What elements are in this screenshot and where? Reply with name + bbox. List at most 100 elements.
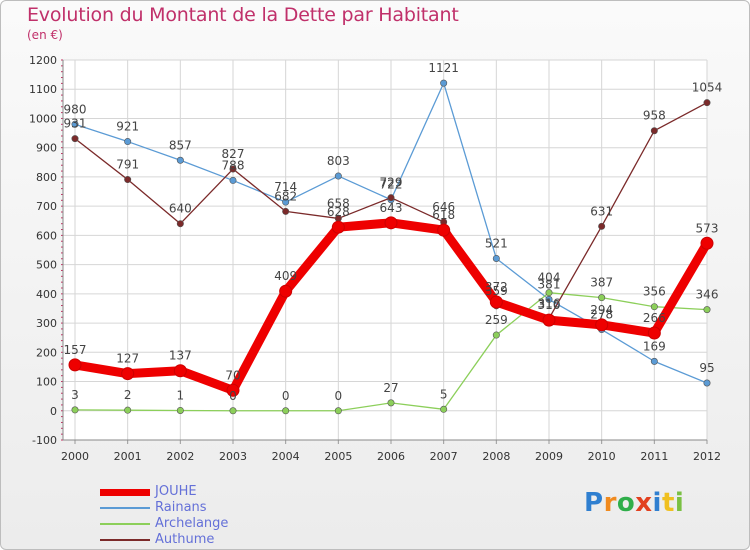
data-point-jouhe	[68, 358, 82, 372]
x-tick-label: 2000	[61, 450, 89, 463]
legend-label: Authume	[155, 532, 215, 547]
data-label-authume: 646	[432, 200, 455, 214]
legend-swatch	[100, 507, 150, 509]
data-label-rainans: 95	[699, 361, 714, 375]
data-label-authume: 631	[590, 204, 613, 218]
data-point-authume	[387, 194, 395, 202]
axes: -100010020030040050060070080090010001100…	[29, 54, 721, 463]
data-label-archelange: 5	[440, 387, 448, 401]
data-label-authume: 791	[116, 158, 139, 172]
data-label-authume: 827	[222, 147, 245, 161]
data-point-jouhe	[384, 216, 398, 230]
y-tick-label: 900	[36, 142, 57, 155]
grid-lines	[63, 59, 708, 441]
logo-letter: i	[652, 488, 662, 518]
data-label-jouhe: 137	[169, 349, 192, 363]
y-tick-label: 500	[36, 259, 57, 272]
data-label-rainans: 1121	[428, 61, 459, 75]
line-chart: -100010020030040050060070080090010001100…	[29, 54, 723, 463]
legend-label: Archelange	[155, 516, 229, 531]
data-point-jouhe	[700, 236, 714, 250]
data-label-rainans: 278	[590, 308, 613, 322]
y-tick-label: 0	[50, 405, 57, 418]
data-label-archelange: 346	[696, 288, 719, 302]
data-label-authume: 316	[538, 296, 561, 310]
data-point-authume	[703, 99, 711, 107]
data-label-rainans: 788	[222, 158, 245, 172]
data-label-jouhe: 573	[696, 221, 719, 235]
data-point-rainans	[703, 379, 711, 387]
series-lines	[68, 79, 714, 415]
data-point-jouhe	[542, 313, 556, 327]
y-tick-label: 1000	[29, 112, 57, 125]
x-tick-label: 2004	[272, 450, 300, 463]
data-label-archelange: 356	[643, 285, 666, 299]
data-point-archelange	[282, 407, 290, 415]
data-point-jouhe	[331, 220, 345, 234]
data-label-rainans: 169	[643, 339, 666, 353]
logo-letter: i	[674, 488, 685, 518]
data-label-authume: 1054	[692, 81, 723, 95]
data-label-authume: 729	[380, 176, 403, 190]
x-tick-label: 2006	[377, 450, 405, 463]
x-tick-label: 2003	[219, 450, 247, 463]
data-label-jouhe: 628	[327, 205, 350, 219]
y-tick-label: 400	[36, 288, 57, 301]
x-tick-label: 2010	[588, 450, 616, 463]
logo-letter: o	[616, 488, 636, 518]
data-point-rainans	[229, 176, 237, 184]
data-point-authume	[229, 165, 237, 173]
data-label-authume: 359	[485, 284, 508, 298]
data-point-jouhe	[173, 364, 187, 378]
data-label-jouhe: 372	[485, 280, 508, 294]
data-label-authume: 640	[169, 202, 192, 216]
x-tick-label: 2001	[114, 450, 142, 463]
data-label-authume: 682	[274, 189, 297, 203]
data-point-rainans	[650, 357, 658, 365]
logo-letter: t	[661, 488, 675, 518]
data-point-archelange	[545, 289, 553, 297]
data-label-archelange: 27	[383, 381, 398, 395]
data-point-authume	[598, 222, 606, 230]
data-label-jouhe: 310	[538, 298, 561, 312]
y-tick-label: -100	[32, 434, 57, 447]
data-point-rainans	[440, 79, 448, 87]
data-label-jouhe: 127	[116, 352, 139, 366]
y-tick-label: 600	[36, 229, 57, 242]
data-label-archelange: 0	[282, 389, 290, 403]
data-point-rainans	[545, 295, 553, 303]
data-point-rainans	[334, 172, 342, 180]
data-point-archelange	[71, 406, 79, 414]
data-point-archelange	[176, 406, 184, 414]
data-label-rainans: 714	[274, 180, 297, 194]
data-label-authume: 931	[64, 117, 87, 131]
legend-swatch	[100, 523, 150, 525]
data-point-rainans	[282, 198, 290, 206]
x-tick-label: 2005	[324, 450, 352, 463]
legend-swatch	[100, 489, 150, 496]
data-label-rainans: 980	[64, 102, 87, 116]
data-point-jouhe	[647, 326, 661, 340]
data-point-authume	[71, 135, 79, 143]
data-label-archelange: 404	[538, 271, 561, 285]
data-point-archelange	[440, 405, 448, 413]
data-label-jouhe: 70	[225, 368, 240, 382]
chart-subtitle: (en €)	[27, 28, 63, 42]
data-label-authume: 958	[643, 109, 666, 123]
data-point-authume	[650, 127, 658, 135]
data-label-rainans: 381	[538, 277, 561, 291]
y-tick-label: 800	[36, 171, 57, 184]
data-label-archelange: 259	[485, 313, 508, 327]
data-label-rainans: 722	[380, 178, 403, 192]
data-point-authume	[282, 207, 290, 215]
data-point-rainans	[124, 138, 132, 146]
data-label-jouhe: 157	[64, 343, 87, 357]
y-tick-label: 1100	[29, 83, 57, 96]
x-tick-label: 2002	[166, 450, 194, 463]
data-point-authume	[124, 176, 132, 184]
x-tick-label: 2011	[640, 450, 668, 463]
legend-swatch	[100, 539, 150, 541]
data-point-archelange	[387, 399, 395, 407]
data-label-archelange: 3	[71, 388, 79, 402]
plot-area	[63, 60, 707, 440]
